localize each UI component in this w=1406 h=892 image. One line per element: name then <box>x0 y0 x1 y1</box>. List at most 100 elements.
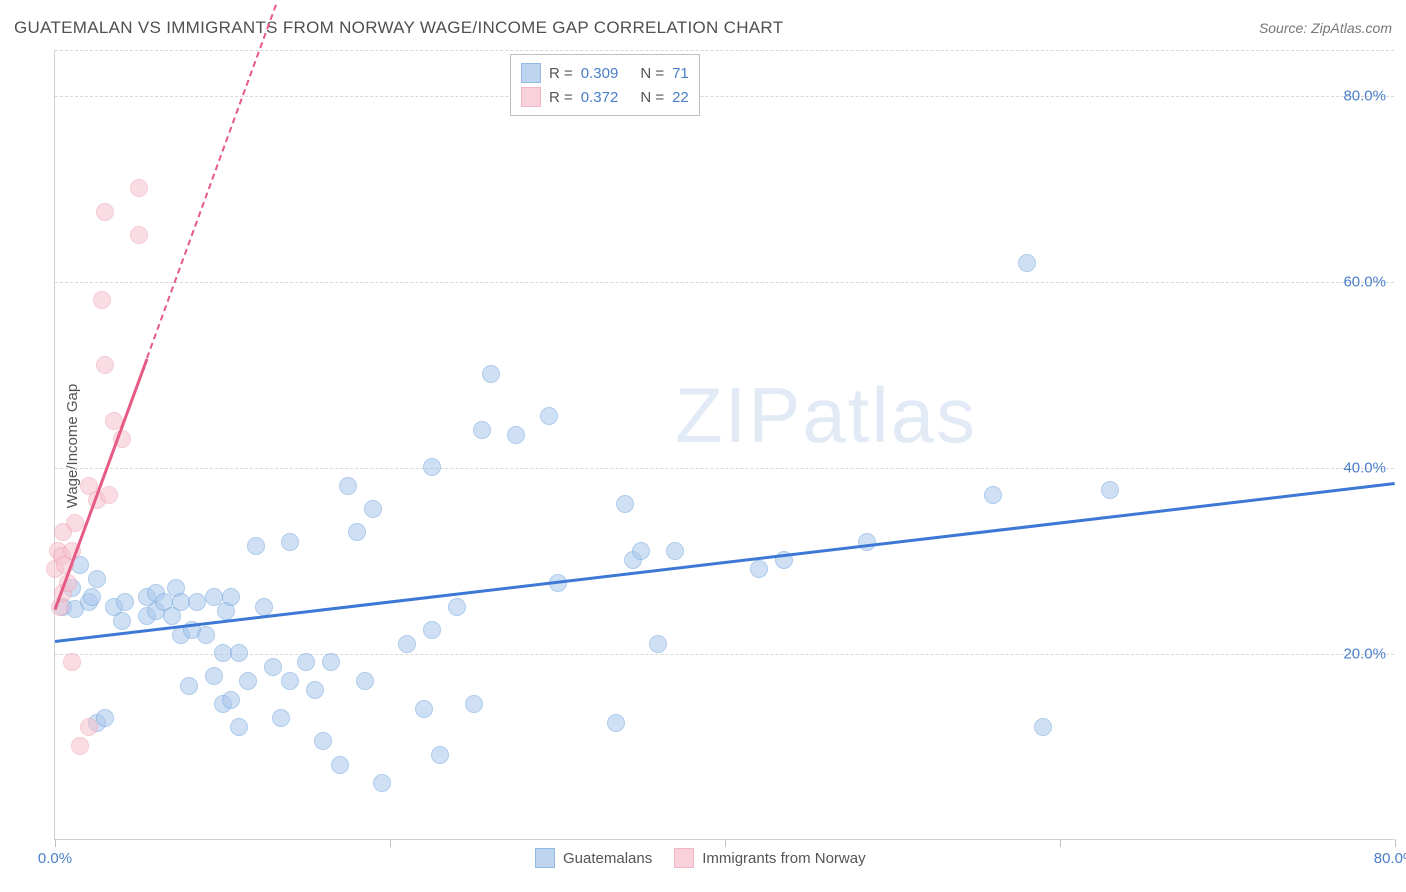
y-tick-label: 20.0% <box>1343 646 1386 663</box>
scatter-point <box>272 709 290 727</box>
x-tick-label: 0.0% <box>38 850 72 867</box>
scatter-point <box>984 486 1002 504</box>
stat-n-label: N = <box>640 89 664 106</box>
scatter-point <box>96 709 114 727</box>
stat-r-value: 0.309 <box>581 65 619 82</box>
stats-legend-row: R = 0.372 N = 22 <box>521 85 689 109</box>
y-tick-label: 60.0% <box>1343 274 1386 291</box>
scatter-point <box>632 542 650 560</box>
scatter-point <box>205 667 223 685</box>
scatter-point <box>83 588 101 606</box>
trend-line <box>55 482 1395 643</box>
scatter-point <box>63 653 81 671</box>
series-legend: Guatemalans Immigrants from Norway <box>535 848 866 868</box>
scatter-point <box>264 658 282 676</box>
scatter-point <box>93 291 111 309</box>
scatter-point <box>281 533 299 551</box>
series-name: Guatemalans <box>563 850 652 867</box>
stats-legend-row: R = 0.309 N = 71 <box>521 61 689 85</box>
series-legend-item: Guatemalans <box>535 848 652 868</box>
scatter-point <box>666 542 684 560</box>
scatter-point <box>423 621 441 639</box>
stat-r-value: 0.372 <box>581 89 619 106</box>
scatter-point <box>373 774 391 792</box>
scatter-point <box>214 644 232 662</box>
scatter-point <box>306 681 324 699</box>
stat-n-value: 22 <box>672 89 689 106</box>
scatter-point <box>398 635 416 653</box>
stat-r-label: R = <box>549 65 573 82</box>
watermark: ZIPatlas <box>675 370 977 461</box>
scatter-point <box>415 700 433 718</box>
scatter-point <box>423 458 441 476</box>
scatter-point <box>180 677 198 695</box>
scatter-point <box>239 672 257 690</box>
scatter-point <box>222 588 240 606</box>
scatter-point <box>540 407 558 425</box>
legend-swatch <box>521 87 541 107</box>
title-bar: GUATEMALAN VS IMMIGRANTS FROM NORWAY WAG… <box>14 18 1392 38</box>
scatter-point <box>448 598 466 616</box>
scatter-point <box>247 537 265 555</box>
scatter-point <box>230 718 248 736</box>
scatter-point <box>348 523 366 541</box>
gridline <box>55 282 1394 283</box>
chart-title: GUATEMALAN VS IMMIGRANTS FROM NORWAY WAG… <box>14 18 783 38</box>
stat-n-value: 71 <box>672 65 689 82</box>
y-tick-label: 40.0% <box>1343 460 1386 477</box>
scatter-point <box>66 514 84 532</box>
x-tick <box>1060 839 1061 847</box>
x-tick <box>55 839 56 847</box>
scatter-point <box>80 718 98 736</box>
scatter-point <box>431 746 449 764</box>
scatter-point <box>96 203 114 221</box>
scatter-point <box>71 737 89 755</box>
scatter-point <box>750 560 768 578</box>
trend-line-extension <box>146 4 277 358</box>
scatter-point <box>1034 718 1052 736</box>
x-tick-label: 80.0% <box>1374 850 1406 867</box>
x-tick <box>390 839 391 847</box>
scatter-point <box>96 356 114 374</box>
series-name: Immigrants from Norway <box>702 850 865 867</box>
scatter-point <box>130 179 148 197</box>
scatter-point <box>322 653 340 671</box>
x-tick <box>725 839 726 847</box>
stat-n-label: N = <box>640 65 664 82</box>
plot-area: ZIPatlas 20.0%40.0%60.0%80.0%0.0%80.0%R … <box>54 50 1394 840</box>
scatter-point <box>331 756 349 774</box>
scatter-point <box>230 644 248 662</box>
scatter-point <box>607 714 625 732</box>
series-legend-item: Immigrants from Norway <box>674 848 865 868</box>
scatter-point <box>314 732 332 750</box>
scatter-point <box>172 593 190 611</box>
legend-swatch <box>535 848 555 868</box>
scatter-point <box>616 495 634 513</box>
gridline <box>55 50 1394 51</box>
scatter-point <box>197 626 215 644</box>
stats-legend: R = 0.309 N = 71 R = 0.372 N = 22 <box>510 54 700 116</box>
scatter-point <box>281 672 299 690</box>
scatter-point <box>130 226 148 244</box>
scatter-point <box>116 593 134 611</box>
scatter-point <box>649 635 667 653</box>
y-tick-label: 80.0% <box>1343 88 1386 105</box>
scatter-point <box>356 672 374 690</box>
gridline <box>55 96 1394 97</box>
scatter-point <box>1018 254 1036 272</box>
scatter-point <box>482 365 500 383</box>
gridline <box>55 468 1394 469</box>
scatter-point <box>297 653 315 671</box>
legend-swatch <box>521 63 541 83</box>
scatter-point <box>465 695 483 713</box>
scatter-point <box>1101 481 1119 499</box>
scatter-point <box>188 593 206 611</box>
scatter-point <box>222 691 240 709</box>
scatter-point <box>473 421 491 439</box>
scatter-point <box>88 570 106 588</box>
legend-swatch <box>674 848 694 868</box>
source-label: Source: ZipAtlas.com <box>1259 20 1392 36</box>
scatter-point <box>507 426 525 444</box>
stat-r-label: R = <box>549 89 573 106</box>
scatter-point <box>364 500 382 518</box>
